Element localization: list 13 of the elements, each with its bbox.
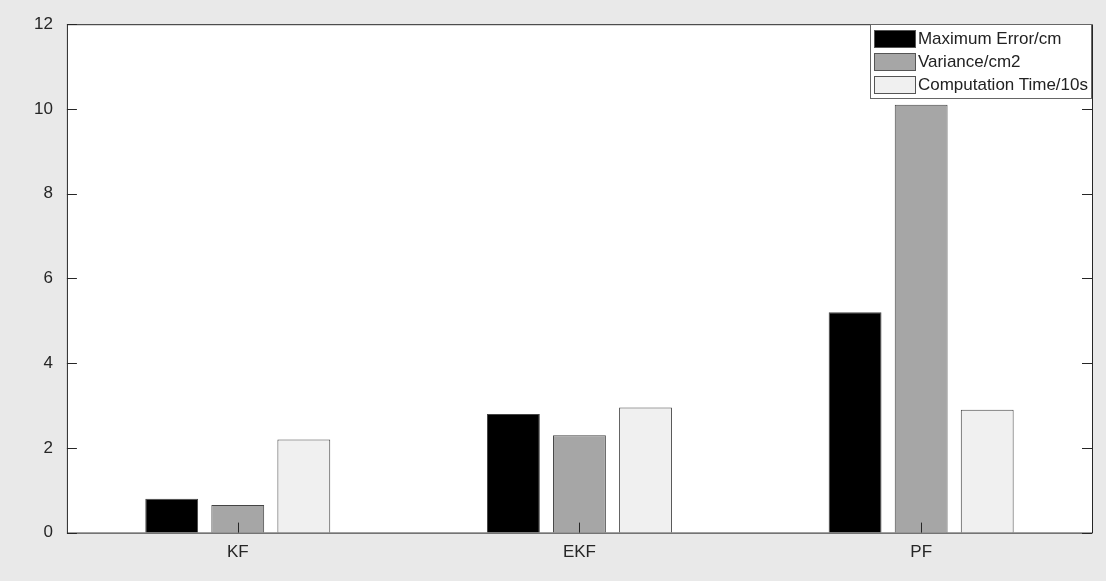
y-tick-label: 12: [33, 13, 53, 33]
legend-label: Maximum Error/cm: [917, 28, 1062, 49]
y-tick-label: 2: [43, 437, 53, 457]
x-tick-label: KF: [226, 542, 249, 562]
y-tick-label: 6: [43, 268, 53, 288]
y-tick-label: 10: [33, 98, 53, 118]
x-tick-label: PF: [910, 542, 933, 562]
legend-label: Computation Time/10s: [917, 74, 1088, 95]
x-tick-label: EKF: [562, 542, 596, 562]
y-tick-label: 0: [43, 522, 53, 542]
y-tick-label: 4: [43, 352, 53, 372]
y-tick-label: 8: [43, 183, 53, 203]
legend-label: Variance/cm2: [917, 51, 1021, 72]
